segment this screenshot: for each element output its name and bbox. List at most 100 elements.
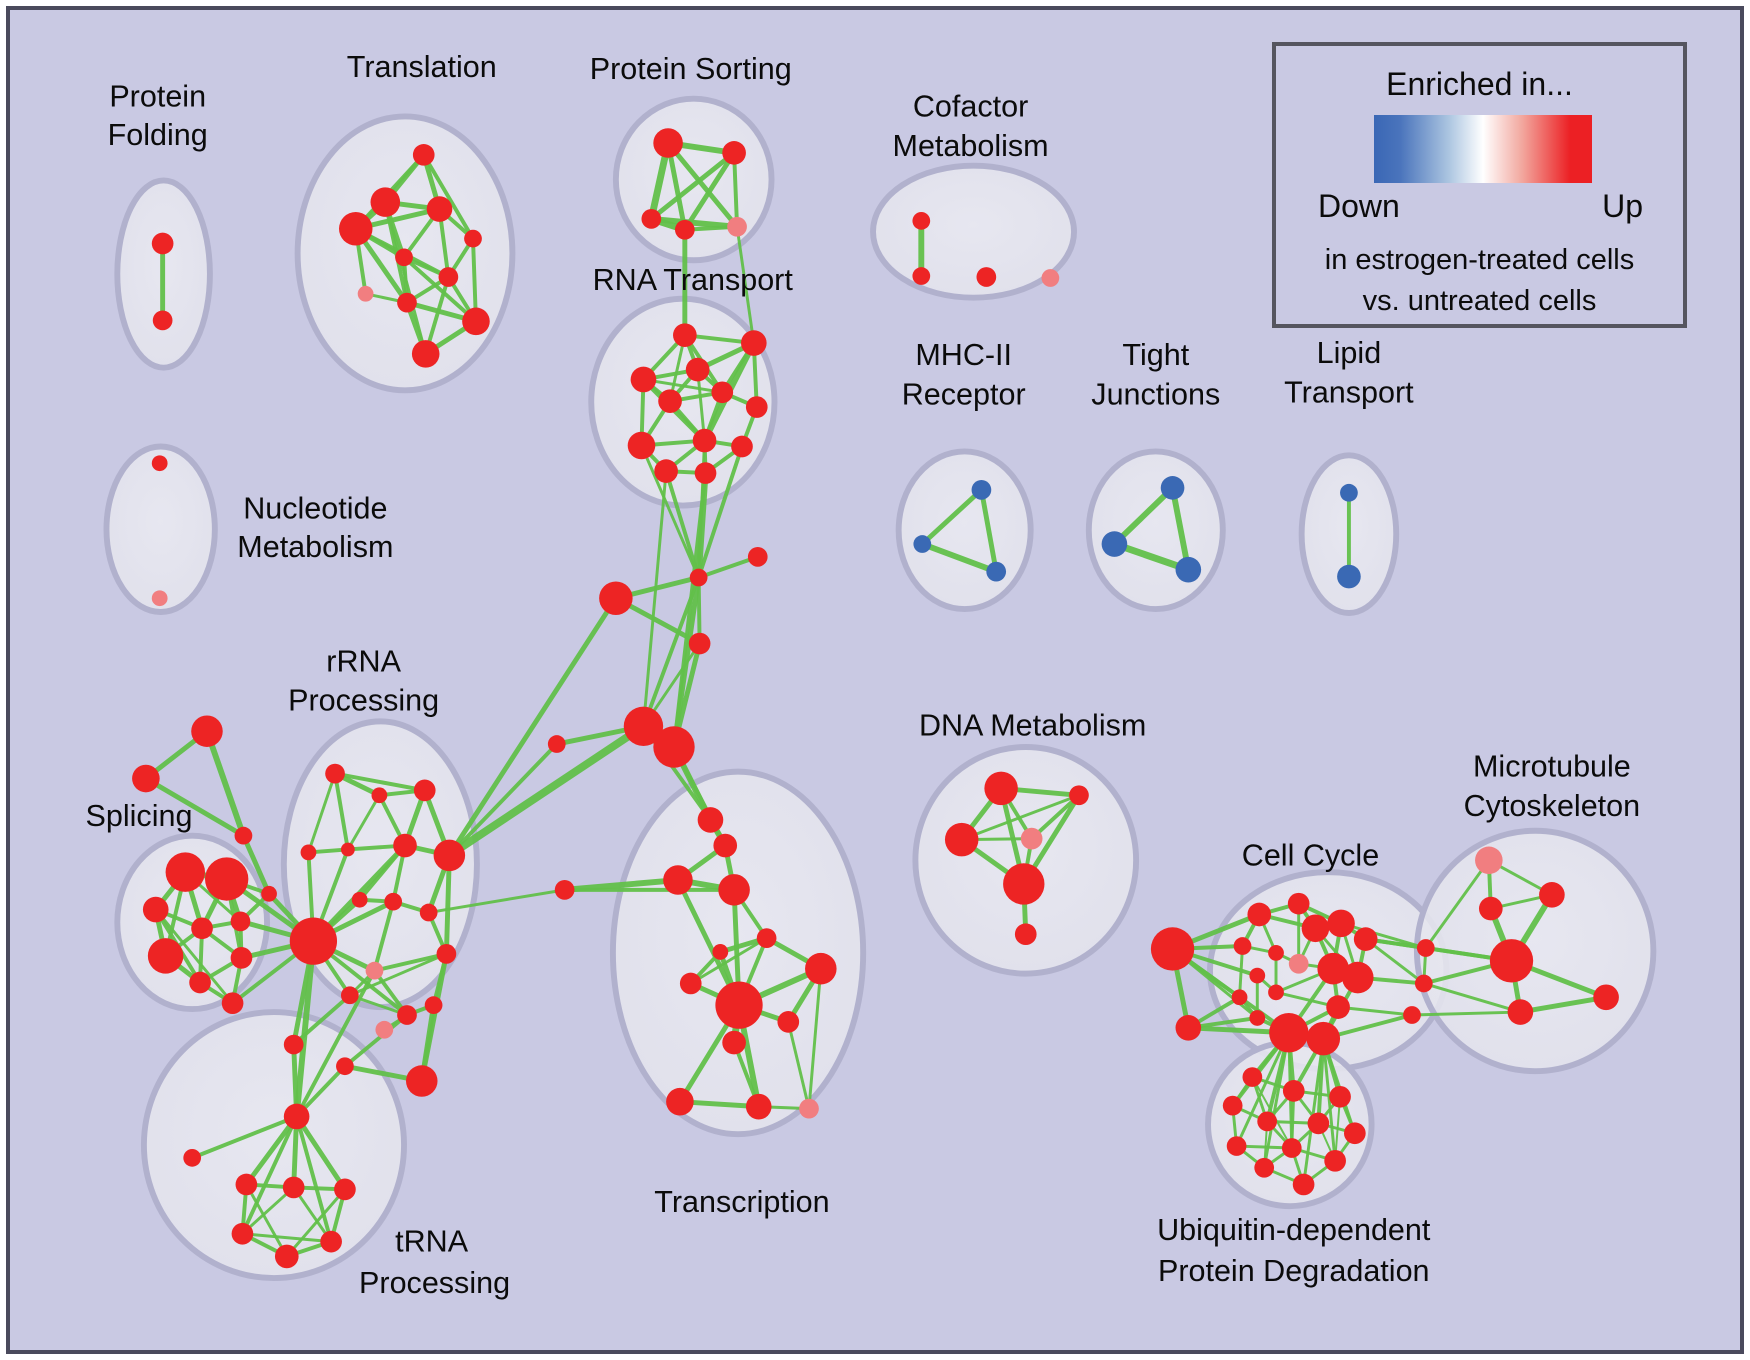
network-node-cc8	[1249, 967, 1266, 984]
network-edge-rr1-rr5	[333, 771, 350, 852]
network-node-cn2	[747, 546, 768, 567]
network-edge-cn5-rr7	[447, 742, 559, 858]
network-edge-rr12-rr16	[372, 951, 449, 973]
network-node-cc13	[1327, 909, 1355, 938]
network-edge-tn1-tn3	[243, 1114, 300, 1187]
network-node-cc10	[1268, 984, 1284, 1001]
network-node-rr17	[340, 986, 359, 1005]
network-edge-ps2-ps4	[682, 150, 737, 233]
network-edge-tj1-tj2	[1111, 484, 1176, 547]
network-node-ub11	[1324, 1149, 1346, 1172]
cluster-label-protein-folding-line1: Protein	[109, 80, 206, 114]
network-edge-tl5-tl10	[471, 236, 478, 324]
network-node-rt6	[711, 381, 734, 404]
network-node-sp3	[142, 896, 169, 923]
network-node-rr6	[393, 833, 417, 858]
network-node-tx14	[799, 1098, 819, 1119]
legend-down-label: Down	[1318, 188, 1400, 224]
cluster-label-trna-processing-line1: tRNA	[395, 1225, 469, 1259]
network-node-sp2	[205, 857, 249, 901]
network-node-sp8	[230, 947, 253, 969]
network-edge-tl2-tl11	[383, 200, 428, 356]
cluster-label-transcription-line1: Transcription	[654, 1185, 829, 1219]
network-edge-cc1-cc17	[1170, 947, 1291, 1035]
network-edge-sx3-sp10	[240, 833, 272, 897]
network-edge-tn3-tn8	[244, 1182, 289, 1258]
cluster-label-microtubule-cytoskeleton-line2: Cytoskeleton	[1464, 789, 1641, 823]
network-node-nm2	[151, 590, 168, 607]
network-node-cc11	[1249, 1010, 1266, 1026]
network-edge-rr1-rr3	[333, 771, 427, 793]
network-node-rr8	[289, 917, 338, 965]
cluster-label-protein-folding-line2: Folding	[108, 118, 208, 152]
network-node-sx1	[191, 715, 223, 747]
network-edge-tn1-tn6	[240, 1114, 299, 1236]
network-edge-tn9-rr17	[291, 993, 352, 1047]
network-edge-rt4-rt6	[641, 378, 724, 394]
cluster-label-cofactor-metabolism-line1: Cofactor	[913, 90, 1028, 124]
network-edge-cn1-hub1	[641, 575, 701, 729]
network-node-tx9	[715, 981, 763, 1029]
legend-subtitle-line1: in estrogen-treated cells	[1324, 244, 1635, 276]
network-node-mh1	[971, 479, 992, 500]
cluster-label-rrna-processing-line2: Processing	[288, 684, 439, 718]
network-edge-rr10-rr12	[372, 899, 396, 973]
cluster-ellipse-mhc-ii-receptor	[895, 448, 1034, 613]
network-node-cc12	[1301, 914, 1330, 943]
network-node-rr7	[433, 839, 466, 872]
network-node-rr1	[325, 763, 345, 784]
network-edge-ps1-ps5	[665, 140, 740, 230]
network-edge-tn10-rr13	[342, 1013, 409, 1069]
network-edge-mt5-mt6	[1517, 994, 1609, 1015]
network-node-mt5	[1507, 999, 1534, 1025]
cluster-label-mhc-ii-receptor-line1: MHC-II	[915, 338, 1012, 372]
network-edge-mt5-mt9	[1410, 1010, 1522, 1017]
network-node-lt2	[1337, 564, 1361, 589]
network-edge-tn11-rr16	[419, 951, 449, 1084]
network-node-rt4	[630, 366, 657, 393]
network-edge-mh2-mh3	[919, 541, 1000, 575]
network-node-mt3	[1478, 896, 1503, 921]
network-edge-rr8-tn1	[293, 938, 317, 1120]
network-node-sx2	[132, 764, 160, 793]
network-edge-rr11-tx0	[427, 888, 567, 915]
network-node-cf1	[912, 211, 931, 230]
network-edge-mt1-mt7	[1424, 858, 1491, 950]
network-node-dm2	[1069, 785, 1089, 806]
network-node-tl2	[370, 187, 401, 217]
network-edge-rt11-cn1	[664, 469, 701, 580]
cluster-label-protein-sorting-line1: Protein Sorting	[590, 52, 792, 86]
network-node-tx3	[663, 865, 693, 895]
network-node-cf2	[912, 267, 931, 285]
network-node-rr5	[340, 842, 355, 857]
network-node-tx11	[722, 1030, 746, 1055]
network-node-cc16	[1326, 995, 1350, 1019]
network-node-pf2	[152, 310, 173, 331]
network-node-sp7	[189, 971, 211, 994]
legend-title: Enriched in...	[1386, 66, 1573, 102]
network-node-rr3	[413, 779, 436, 802]
network-node-tn10	[336, 1057, 354, 1076]
network-node-tl6	[395, 248, 413, 267]
cluster-label-dna-metabolism-line1: DNA Metabolism	[919, 708, 1146, 742]
cluster-label-tight-junctions-line1: Tight	[1122, 338, 1189, 372]
network-edge-mt5-mt8	[1422, 981, 1522, 1014]
network-node-ps5	[727, 216, 747, 237]
network-node-pf1	[151, 232, 174, 255]
cluster-label-rrna-processing-line1: rRNA	[326, 644, 401, 678]
network-node-tx2	[713, 833, 738, 858]
network-node-cc2	[1175, 1015, 1202, 1041]
network-node-sp4	[191, 917, 213, 940]
network-edge-rr2-rr5	[346, 793, 381, 851]
network-node-cf4	[1041, 269, 1060, 287]
network-edge-cc17-ub8	[1235, 1031, 1291, 1148]
network-node-ub6	[1307, 1112, 1330, 1135]
network-node-tn11	[406, 1065, 438, 1097]
network-edge-tj2-tj3	[1110, 540, 1192, 574]
network-node-tx6	[712, 944, 729, 960]
network-node-nm1	[151, 455, 168, 472]
network-node-cc9	[1231, 989, 1248, 1006]
network-node-tn6	[231, 1222, 254, 1245]
network-edge-cc17-ub10	[1262, 1031, 1291, 1170]
network-node-tx0	[554, 880, 575, 900]
